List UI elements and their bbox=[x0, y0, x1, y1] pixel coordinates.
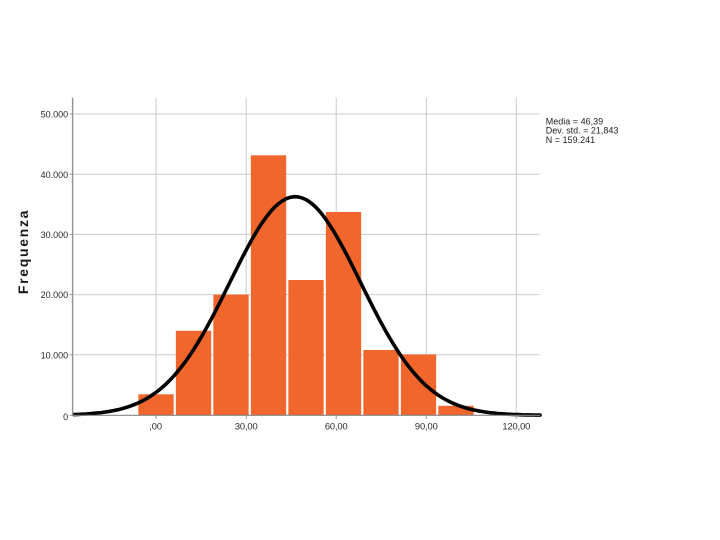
svg-text:,00: ,00 bbox=[149, 421, 162, 431]
svg-text:Frequenza: Frequenza bbox=[15, 209, 31, 294]
svg-text:10.000: 10.000 bbox=[41, 350, 69, 360]
svg-text:Dev. std. = 21,843: Dev. std. = 21,843 bbox=[546, 126, 619, 136]
svg-text:50.000: 50.000 bbox=[41, 110, 69, 120]
svg-text:N = 159.241: N = 159.241 bbox=[546, 135, 595, 145]
svg-text:Media = 46,39: Media = 46,39 bbox=[546, 116, 603, 126]
svg-text:20.000: 20.000 bbox=[41, 290, 69, 300]
svg-text:0: 0 bbox=[63, 412, 68, 422]
svg-text:120,00: 120,00 bbox=[502, 421, 530, 431]
svg-text:60,00: 60,00 bbox=[325, 421, 348, 431]
svg-text:30,00: 30,00 bbox=[235, 421, 258, 431]
svg-text:90,00: 90,00 bbox=[415, 421, 438, 431]
svg-text:40.000: 40.000 bbox=[41, 170, 69, 180]
svg-text:30.000: 30.000 bbox=[41, 230, 69, 240]
